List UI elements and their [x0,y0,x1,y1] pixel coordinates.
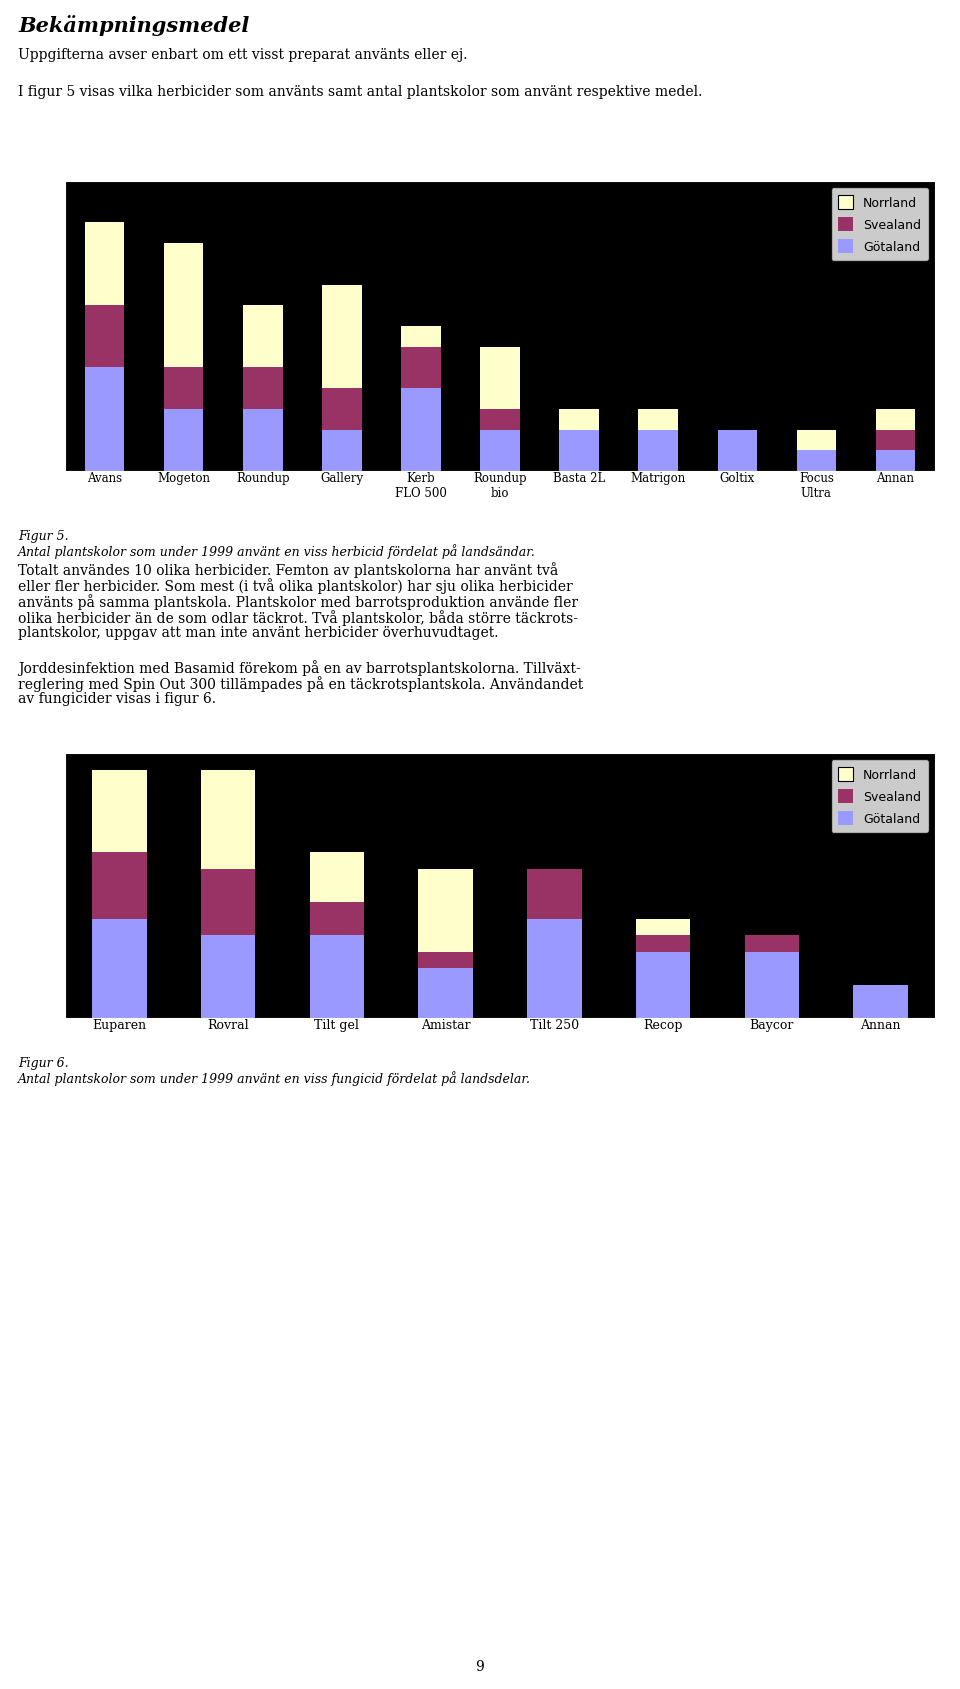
Text: Goltix: Goltix [720,471,755,485]
Text: plantskolor, uppgav att man inte använt herbicider överhuvudtaget.: plantskolor, uppgav att man inte använt … [18,625,498,640]
Bar [638,410,678,431]
Bar [419,969,473,1018]
Bar [480,410,519,431]
Text: Annan: Annan [860,1018,900,1032]
Text: Euparen: Euparen [92,1018,147,1032]
Bar [876,410,915,431]
Text: Uppgifterna avser enbart om ett visst preparat använts eller ej.: Uppgifterna avser enbart om ett visst pr… [18,47,468,62]
Bar [92,853,147,919]
Text: olika herbicider än de som odlar täckrot. Två plantskolor, båda större täckrots-: olika herbicider än de som odlar täckrot… [18,610,578,625]
Bar [419,870,473,953]
Bar [638,431,678,471]
Legend: Norrland, Svealand, Götaland: Norrland, Svealand, Götaland [830,760,928,833]
Text: I figur 5 visas vilka herbicider som använts samt antal plantskolor som använt r: I figur 5 visas vilka herbicider som anv… [18,84,703,100]
Bar [84,306,124,368]
Bar [560,410,599,431]
Text: Gallery: Gallery [321,471,364,485]
Text: Kerb
FLO 500: Kerb FLO 500 [395,471,446,500]
Text: Jorddesinfektion med Basamid förekom på en av barrotsplantskolorna. Tillväxt-: Jorddesinfektion med Basamid förekom på … [18,660,581,676]
Bar [310,853,364,902]
Bar [243,306,282,368]
Bar [636,953,690,1018]
Bar [401,388,441,471]
Bar [636,919,690,936]
Text: Baycor: Baycor [750,1018,794,1032]
Bar [876,431,915,451]
Text: reglering med Spin Out 300 tillämpades på en täckrotsplantskola. Användandet: reglering med Spin Out 300 tillämpades p… [18,676,584,691]
Bar [310,936,364,1018]
Bar [164,368,204,410]
Bar [201,870,255,936]
Text: Basta 2L: Basta 2L [553,471,605,485]
Bar [876,451,915,471]
Bar [419,953,473,969]
Bar [84,223,124,306]
Text: Rovral: Rovral [207,1018,249,1032]
Bar [480,431,519,471]
Bar [201,770,255,870]
Bar [853,985,908,1018]
Bar [243,410,282,471]
Text: Matrigon: Matrigon [631,471,685,485]
Bar [322,431,362,471]
Bar [243,368,282,410]
Text: Recop: Recop [643,1018,683,1032]
Bar [636,936,690,953]
Bar [322,285,362,388]
Text: Avans: Avans [87,471,122,485]
Text: Annan: Annan [876,471,915,485]
Text: Mogeton: Mogeton [157,471,210,485]
Text: Focus
Ultra: Focus Ultra [799,471,834,500]
Text: Figur 6.: Figur 6. [18,1056,68,1069]
Bar [480,348,519,410]
Bar [92,919,147,1018]
Bar [322,388,362,431]
Bar [401,348,441,388]
Bar [164,243,204,368]
Bar [527,870,582,919]
Bar [717,431,757,471]
Text: Antal plantskolor som under 1999 använt en viss herbicid fördelat på landsändar.: Antal plantskolor som under 1999 använt … [18,544,536,559]
Text: Totalt användes 10 olika herbicider. Femton av plantskolorna har använt två: Totalt användes 10 olika herbicider. Fem… [18,562,559,578]
Bar [201,936,255,1018]
Bar [401,326,441,348]
Text: Antal plantskolor som under 1999 använt en viss fungicid fördelat på landsdelar.: Antal plantskolor som under 1999 använt … [18,1071,531,1086]
Text: 9: 9 [475,1659,485,1674]
Bar [92,770,147,853]
Legend: Norrland, Svealand, Götaland: Norrland, Svealand, Götaland [830,187,928,262]
Bar [560,431,599,471]
Text: Amistar: Amistar [420,1018,470,1032]
Text: eller fler herbicider. Som mest (i två olika plantskolor) har sju olika herbicid: eller fler herbicider. Som mest (i två o… [18,578,573,593]
Text: av fungicider visas i figur 6.: av fungicider visas i figur 6. [18,691,216,706]
Bar [84,368,124,471]
Bar [745,936,799,953]
Bar [164,410,204,471]
Bar [310,902,364,936]
Bar [797,451,836,471]
Bar [745,953,799,1018]
Bar [797,431,836,451]
Text: Tilt 250: Tilt 250 [530,1018,579,1032]
Bar [527,919,582,1018]
Text: Tilt gel: Tilt gel [315,1018,359,1032]
Text: Roundup
bio: Roundup bio [473,471,527,500]
Text: Roundup: Roundup [236,471,290,485]
Text: Figur 5.: Figur 5. [18,530,68,542]
Text: Bekämpningsmedel: Bekämpningsmedel [18,15,250,35]
Text: använts på samma plantskola. Plantskolor med barrotsproduktion använde fler: använts på samma plantskola. Plantskolor… [18,593,578,610]
